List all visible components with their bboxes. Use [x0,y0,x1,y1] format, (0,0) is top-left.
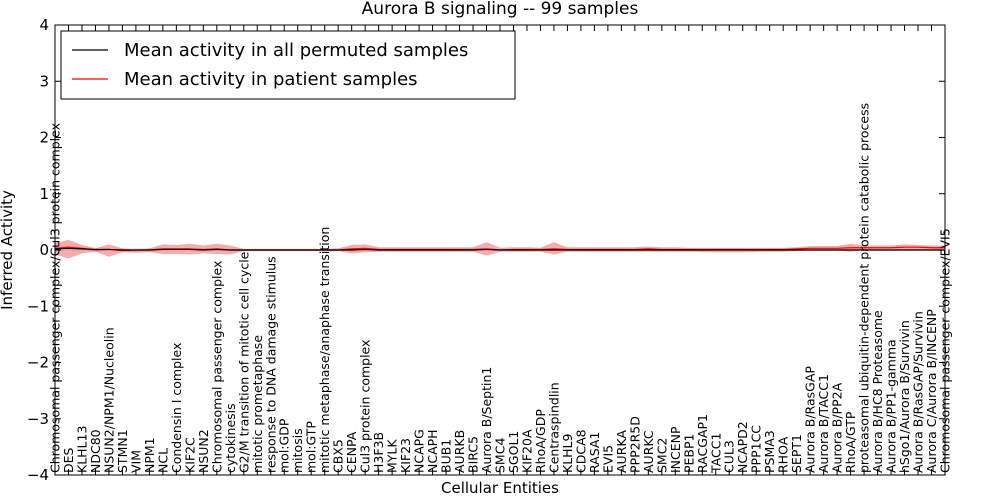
x-tick-label-64: Aurora B/RasGAP/Survivin [911,311,926,473]
x-tick-label-51: NCAPD2 [735,421,750,473]
x-tick-label-26: KIF23 [398,438,413,473]
y-tick-label-5: 1 [39,185,49,203]
y-axis-label: Inferred Activity [0,190,16,310]
x-axis-ticks [54,25,946,475]
x-tick-label-37: Centraspindlin [546,382,561,473]
x-tick-label-56: Aurora B/RasGAP [803,366,818,473]
x-tick-label-7: NPM1 [142,437,157,473]
x-tick-label-16: response to DNA damage stimulus [263,256,278,473]
x-tick-label-3: NDC80 [88,429,103,473]
y-tick-label-6: 2 [39,129,49,147]
x-tick-label-9: Condensin I complex [169,343,184,473]
x-tick-label-29: BUB1 [439,439,454,473]
x-tick-label-17: mol:GDP [277,418,292,473]
plot-frame [54,24,946,476]
x-axis-tick-labels: Chromosomal passenger complex/Cul3 prote… [48,103,953,474]
x-tick-label-60: proteasomal ubiquitin-dependent protein … [857,103,872,473]
x-axis-label: Cellular Entities [441,479,559,497]
x-tick-label-23: Cul3 protein complex [358,340,373,473]
x-tick-label-42: AURKA [614,430,629,473]
x-tick-label-30: AURKB [452,430,467,473]
x-tick-label-54: RHOA [776,436,791,473]
x-tick-label-40: RASA1 [587,432,602,473]
x-tick-label-28: NCAPH [425,429,440,473]
x-tick-label-25: MYLK [385,439,400,473]
x-tick-label-5: STMN1 [115,429,130,473]
y-tick-label-0: −4 [27,466,49,484]
x-tick-label-12: Chromosomal passenger complex [209,261,224,473]
y-tick-label-4: 0 [39,241,49,259]
x-tick-label-43: PPP2R5D [627,416,642,473]
x-tick-label-38: KLHL9 [560,433,575,473]
x-tick-label-33: SMC4 [493,438,508,473]
x-tick-label-35: KIF20A [519,429,534,473]
x-tick-label-52: PPP1CC [749,425,764,473]
x-tick-label-34: SGOL1 [506,431,521,473]
x-tick-label-45: SMC2 [654,438,669,473]
y-tick-label-7: 3 [39,72,49,90]
x-tick-label-13: cytokinesis [223,403,238,473]
x-tick-label-21: CBX5 [331,439,346,473]
x-tick-label-47: PEBP1 [681,433,696,473]
x-tick-label-14: G2/M transition of mitotic cell cycle [236,251,251,473]
band-series-1 [55,239,945,259]
x-tick-label-4: NSUN2/NPM1/Nucleolin [101,327,116,473]
x-tick-label-11: NSUN2 [196,429,211,473]
legend-label-patient: Mean activity in patient samples [124,69,418,90]
x-tick-label-61: Aurora B/HC8 Proteasome [870,310,885,473]
chart-title: Aurora B signaling -- 99 samples [362,0,639,19]
x-tick-label-32: Aurora B/Septin1 [479,367,494,473]
x-tick-label-10: KIF2C [182,437,197,473]
x-tick-label-24: H3F3B [371,432,386,473]
x-tick-label-63: hSgo1/Aurora B/Survivin [897,320,912,473]
legend: Mean activity in all permuted samples Me… [60,30,516,100]
x-tick-label-41: EVI5 [600,445,615,473]
x-tick-label-19: mol:GTP [304,421,319,473]
x-tick-label-18: mitosis [290,428,305,473]
x-tick-label-58: Aurora B/PP2A [830,382,845,473]
y-tick-label-2: −2 [27,354,49,372]
x-tick-label-1: DES [61,447,76,473]
x-tick-label-48: RACGAP1 [695,414,710,473]
y-tick-label-1: −3 [27,410,49,428]
legend-label-permuted: Mean activity in all permuted samples [124,40,468,61]
x-tick-label-8: NCL [155,448,170,473]
y-tick-label-3: −1 [27,297,49,315]
line-series-0 [54,247,945,251]
x-tick-label-46: INCENP [668,426,683,473]
x-tick-label-6: VIM [128,450,143,473]
x-tick-label-44: AURKC [641,430,656,473]
x-tick-label-53: PSMA3 [762,430,777,473]
x-tick-label-49: TACC1 [708,433,723,474]
y-axis-ticks: −4 −3 −2 −1 0 1 2 3 4 [27,16,945,484]
x-tick-label-59: RhoA/GTP [843,411,858,473]
x-tick-label-22: CENPA [344,431,359,473]
series-lines [54,246,945,252]
x-tick-label-57: Aurora B/TACC1 [816,374,831,473]
x-tick-label-39: CDCA8 [573,429,588,473]
y-tick-label-8: 4 [39,16,49,34]
x-tick-label-20: mitotic metaphase/anaphase transition [317,227,332,473]
x-tick-label-62: Aurora B/PP1-gamma [884,339,899,473]
x-tick-label-55: SEPT1 [789,434,804,473]
x-tick-label-50: CUL3 [722,440,737,473]
x-tick-label-15: mitotic prometaphase [250,335,265,473]
x-tick-label-2: KLHL13 [74,426,89,473]
legend-box [60,30,516,100]
x-tick-label-27: NCAPG [412,429,427,473]
x-tick-label-31: BIRC5 [466,436,481,473]
x-tick-label-65: Aurora C/Aurora B/INCENP [924,309,939,473]
x-tick-label-36: RhoA/GDP [533,409,548,473]
